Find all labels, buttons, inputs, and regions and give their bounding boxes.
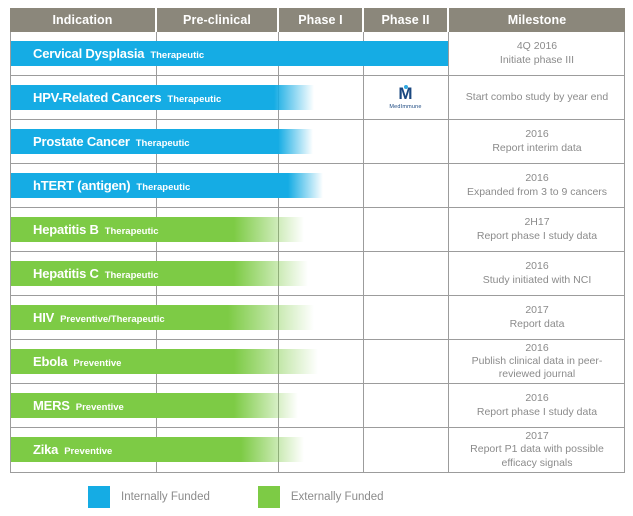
column-divider	[278, 32, 279, 472]
pipeline-row: MERS Preventive 2016 Report phase I stud…	[11, 384, 624, 428]
indication-classification: Preventive	[64, 445, 113, 457]
milestone-text: Report data	[509, 317, 565, 330]
milestone-date: 2017	[525, 304, 549, 317]
indication-classification: Preventive	[75, 401, 124, 413]
pipeline-row: Hepatitis B Therapeutic 2H17 Report phas…	[11, 208, 624, 252]
pipeline-row: hTERT (antigen) Therapeutic 2016 Expande…	[11, 164, 624, 208]
milestone-text: Report P1 data with possible efficacy si…	[470, 443, 604, 469]
milestone-date: 2H17	[524, 216, 550, 229]
table-header: Indication Pre-clinical Phase I Phase II…	[10, 8, 625, 32]
pipeline-bar: hTERT (antigen) Therapeutic	[11, 173, 323, 198]
milestone-text: Start combo study by year end	[465, 90, 609, 103]
pipeline-row: HPV-Related Cancers Therapeutic M MedImm…	[11, 76, 624, 120]
pipeline-bar: Hepatitis C Therapeutic	[11, 261, 308, 286]
milestone-cell: 2017 Report data	[448, 296, 626, 339]
pipeline-row: HIV Preventive/Therapeutic 2017 Report d…	[11, 296, 624, 340]
indication-classification: Therapeutic	[150, 49, 205, 61]
pipeline-row: Hepatitis C Therapeutic 2016 Study initi…	[11, 252, 624, 296]
legend-item-externally-funded: Externally Funded	[257, 486, 384, 508]
externally-funded-swatch	[257, 486, 280, 508]
pipeline-bar: Hepatitis B Therapeutic	[11, 217, 304, 242]
milestone-text: Report phase I study data	[476, 229, 598, 242]
indication-name: Zika	[33, 442, 59, 457]
indication-classification: Therapeutic	[136, 181, 191, 193]
pipeline-row: Zika Preventive 2017 Report P1 data with…	[11, 428, 624, 472]
milestone-text: Report interim data	[492, 141, 582, 154]
indication-classification: Therapeutic	[135, 137, 190, 149]
milestone-text: Study initiated with NCI	[482, 273, 592, 286]
pipeline-table: Indication Pre-clinical Phase I Phase II…	[10, 8, 625, 473]
pipeline-bar: HIV Preventive/Therapeutic	[11, 305, 314, 330]
indication-name: Cervical Dysplasia	[33, 46, 145, 61]
column-divider	[448, 32, 449, 472]
milestone-date: 2016	[525, 341, 549, 354]
milestone-cell: 2017 Report P1 data with possible effica…	[448, 428, 626, 472]
column-header-indication: Indication	[52, 13, 113, 27]
milestone-text: Publish clinical data in peer-reviewed j…	[471, 354, 603, 381]
medimmune-logo-dot-icon	[403, 85, 408, 90]
milestone-date: 2016	[525, 128, 549, 141]
milestone-cell: 4Q 2016 Initiate phase III	[448, 32, 626, 75]
legend-item-internally-funded: Internally Funded	[88, 486, 210, 508]
milestone-date: 2016	[525, 172, 549, 185]
milestone-text: Initiate phase III	[499, 53, 575, 66]
milestone-cell: 2H17 Report phase I study data	[448, 208, 626, 251]
indication-classification: Therapeutic	[104, 269, 159, 281]
column-header-milestone: Milestone	[447, 8, 625, 32]
pipeline-bar: Zika Preventive	[11, 437, 304, 462]
indication-classification: Preventive/Therapeutic	[60, 313, 165, 325]
legend: Internally Funded Externally Funded	[88, 486, 432, 508]
milestone-date: 2017	[525, 430, 549, 443]
milestone-cell: 2016 Study initiated with NCI	[448, 252, 626, 295]
indication-name: Hepatitis C	[33, 266, 99, 281]
legend-label: Externally Funded	[290, 491, 384, 503]
indication-name: Ebola	[33, 354, 68, 369]
pipeline-bar: Prostate Cancer Therapeutic	[11, 129, 313, 154]
milestone-text: Report phase I study data	[476, 405, 598, 418]
indication-classification: Therapeutic	[104, 225, 159, 237]
column-header-phase-1: Phase I	[277, 8, 362, 32]
column-divider	[156, 32, 157, 472]
pipeline-bar: HPV-Related Cancers Therapeutic	[11, 85, 314, 110]
indication-name: Prostate Cancer	[33, 134, 130, 149]
milestone-date: 2016	[525, 260, 549, 273]
indication-name: HPV-Related Cancers	[33, 90, 162, 105]
indication-classification: Therapeutic	[167, 93, 222, 105]
milestone-cell: Start combo study by year end	[448, 76, 626, 119]
indication-name: hTERT (antigen)	[33, 178, 131, 193]
medimmune-m-icon: M	[398, 84, 413, 104]
milestone-cell: 2016 Report interim data	[448, 120, 626, 163]
medimmune-logo-caption: MedImmune	[389, 103, 422, 110]
milestone-cell: 2016 Report phase I study data	[448, 384, 626, 427]
indication-name: MERS	[33, 398, 70, 413]
pipeline-row: Ebola Preventive 2016 Publish clinical d…	[11, 340, 624, 384]
pipeline-row: Prostate Cancer Therapeutic 2016 Report …	[11, 120, 624, 164]
milestone-date: 4Q 2016	[516, 40, 558, 53]
column-divider	[363, 32, 364, 472]
indication-name: HIV	[33, 310, 55, 325]
medimmune-logo: M MedImmune	[363, 76, 448, 119]
pipeline-bar: Cervical Dysplasia Therapeutic	[11, 41, 448, 66]
milestone-date: 2016	[525, 392, 549, 405]
table-body: Cervical Dysplasia Therapeutic 4Q 2016 I…	[10, 32, 625, 473]
milestone-cell: 2016 Publish clinical data in peer-revie…	[448, 340, 626, 383]
milestone-text: Expanded from 3 to 9 cancers	[466, 185, 608, 198]
legend-label: Internally Funded	[121, 491, 210, 503]
pipeline-row: Cervical Dysplasia Therapeutic 4Q 2016 I…	[11, 32, 624, 76]
indication-classification: Preventive	[73, 357, 122, 369]
pipeline-bar: Ebola Preventive	[11, 349, 318, 374]
column-header-preclinical: Pre-clinical	[155, 8, 277, 32]
column-header-phase-2: Phase II	[362, 8, 447, 32]
milestone-cell: 2016 Expanded from 3 to 9 cancers	[448, 164, 626, 207]
indication-name: Hepatitis B	[33, 222, 99, 237]
pipeline-bar: MERS Preventive	[11, 393, 298, 418]
internally-funded-swatch	[88, 486, 110, 508]
